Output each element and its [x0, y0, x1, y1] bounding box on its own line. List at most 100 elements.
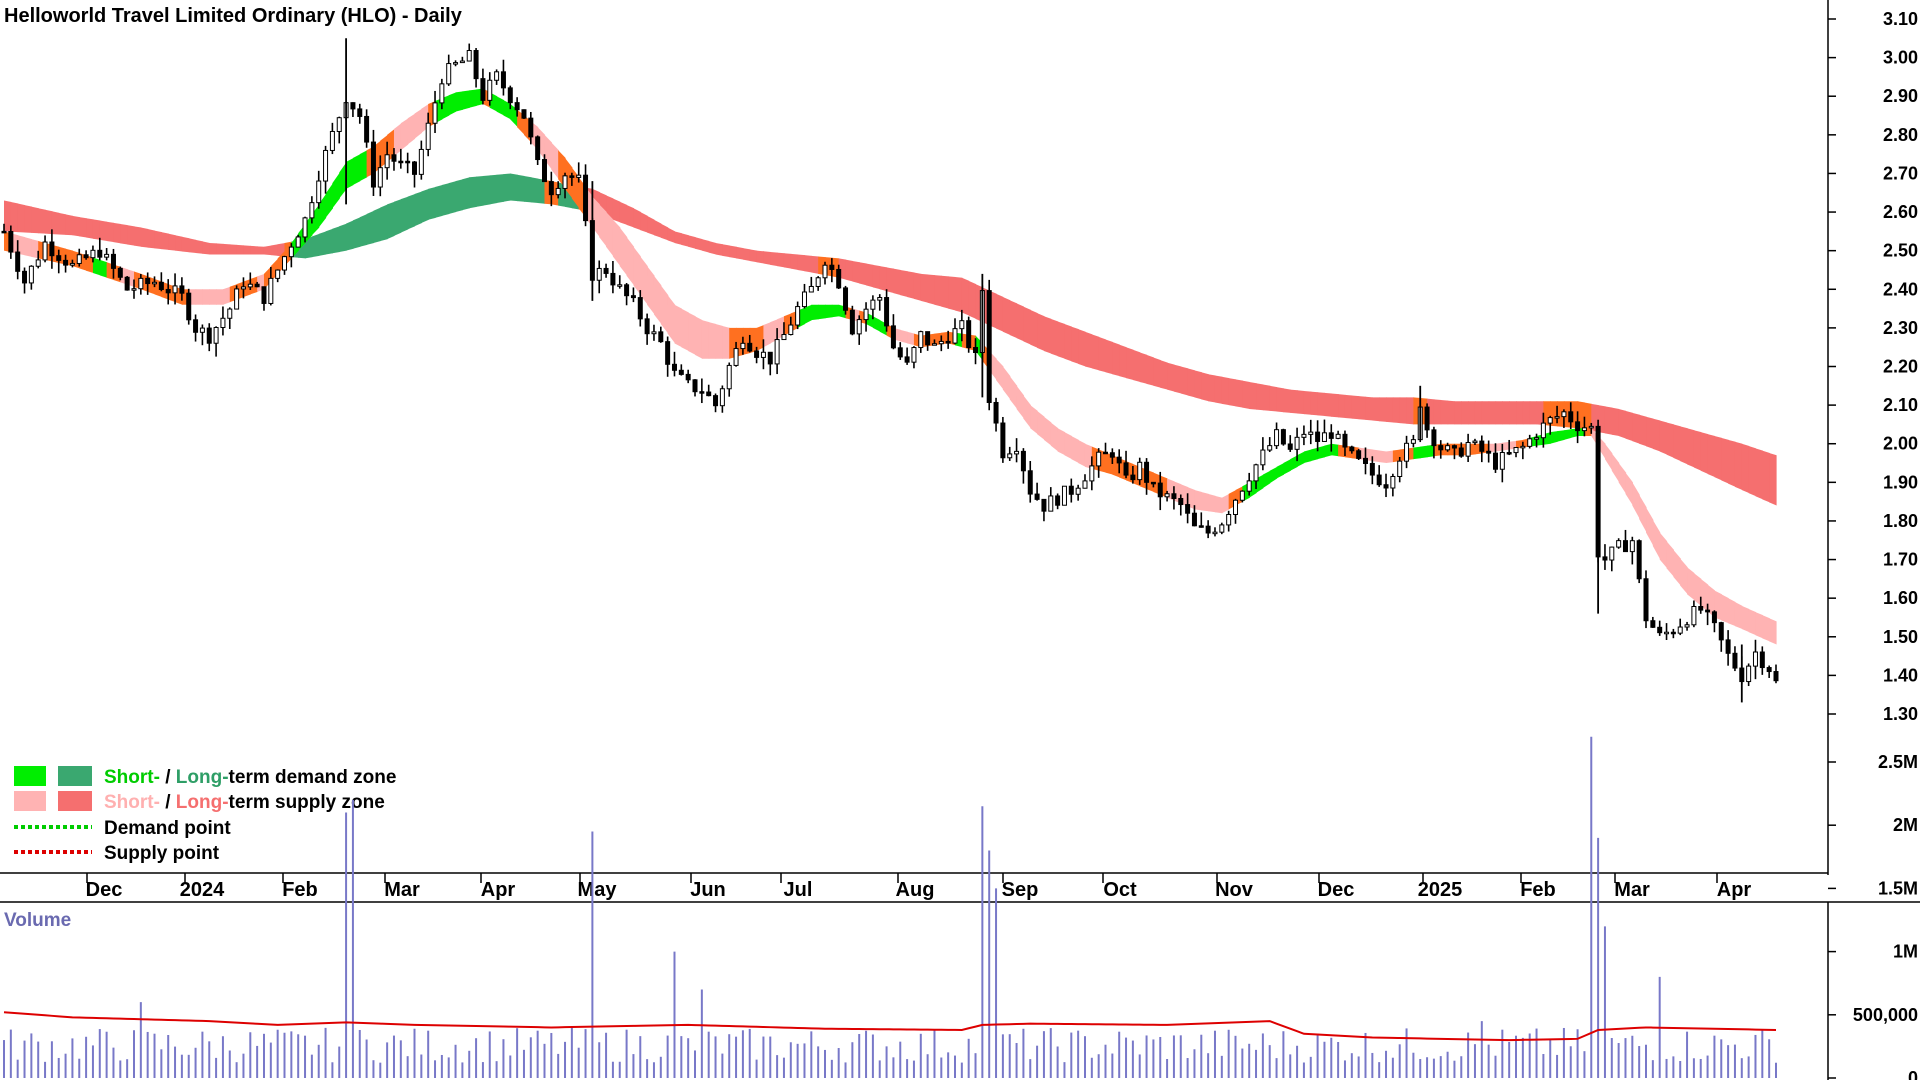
price-bar-body — [1321, 432, 1327, 442]
price-bar-body — [1650, 620, 1656, 628]
price-bar-body — [993, 401, 999, 424]
price-bar-body — [1191, 512, 1197, 527]
zone-segment — [811, 304, 819, 321]
zone-segment — [1386, 397, 1394, 423]
price-bar-body — [391, 154, 397, 162]
zone-segment — [1728, 598, 1736, 627]
price-bar-body — [1301, 433, 1307, 438]
volume-tick-label: 0 — [1908, 1068, 1918, 1080]
zone-segment — [38, 208, 46, 234]
price-bar-body — [884, 297, 890, 327]
zone-segment — [1495, 401, 1503, 425]
zone-segment — [1769, 618, 1777, 645]
legend-demand-suffix: term demand zone — [229, 767, 397, 788]
zone-segment — [517, 174, 525, 202]
zone-segment — [770, 319, 778, 344]
price-bar-body — [1376, 474, 1382, 486]
time-tick-label: May — [578, 879, 618, 901]
price-bar-body — [56, 255, 62, 261]
zone-segment — [1734, 441, 1743, 491]
zone-segment — [777, 252, 785, 268]
zone-segment — [79, 217, 87, 238]
price-bar-body — [966, 320, 972, 349]
zone-segment — [907, 271, 915, 299]
price-bar-body — [1007, 453, 1013, 459]
price-tick-label: 1.40 — [1883, 665, 1918, 685]
zone-segment — [1447, 400, 1456, 425]
price-bar-body — [309, 202, 315, 219]
price-bar-body — [795, 306, 801, 326]
zone-segment — [168, 233, 176, 251]
price-bar-body — [535, 136, 541, 161]
price-bar-body — [500, 71, 506, 89]
zone-segment — [1755, 448, 1763, 500]
price-bar-body — [172, 285, 178, 294]
zone-segment — [1221, 493, 1230, 514]
zone-segment — [1283, 388, 1291, 413]
zone-segment — [1529, 401, 1538, 425]
price-bar-body — [459, 60, 465, 64]
price-bar-body — [1123, 462, 1129, 476]
price-bar-body — [1, 230, 7, 234]
zone-segment — [606, 212, 614, 257]
zone-segment — [482, 175, 491, 206]
price-bar-body — [678, 369, 684, 375]
price-tick-label: 2.20 — [1883, 357, 1918, 377]
zone-segment — [1680, 426, 1688, 465]
price-bar-body — [822, 264, 828, 279]
zone-segment — [1372, 397, 1380, 422]
zone-segment — [1351, 395, 1360, 420]
price-bar-body — [870, 299, 876, 310]
zone-segment — [414, 191, 422, 227]
zone-segment — [1392, 397, 1401, 424]
zone-segment — [551, 142, 559, 180]
price-bar-body — [918, 331, 924, 349]
price-bar-body — [1130, 474, 1136, 481]
price-bar-body — [1732, 652, 1738, 669]
long-term-zone-band — [4, 173, 1777, 506]
price-bar-body — [384, 154, 390, 169]
zone-segment — [1646, 507, 1654, 547]
price-bar-body — [1479, 440, 1485, 452]
zone-segment — [1187, 487, 1196, 510]
zone-segment — [783, 253, 792, 269]
zone-segment — [695, 316, 703, 359]
zone-segment — [1297, 451, 1305, 467]
zone-segment — [1078, 329, 1086, 367]
legend-swatch-short-supply — [14, 791, 46, 811]
price-bar-body — [288, 246, 294, 258]
price-bar-body — [1369, 462, 1375, 476]
zone-segment — [1618, 408, 1627, 439]
legend-demand-short: Short- — [104, 767, 160, 788]
zone-segment — [1440, 399, 1449, 425]
price-bar-body — [487, 79, 493, 101]
price-bar-body — [1315, 431, 1321, 442]
price-bar-body — [1150, 481, 1156, 485]
zone-segment — [653, 219, 662, 238]
price-bar-body — [377, 167, 383, 188]
price-tick-label: 3.00 — [1883, 48, 1918, 68]
zone-segment — [715, 324, 723, 359]
zone-segment — [1303, 390, 1312, 415]
price-bar-body — [158, 281, 164, 290]
price-bar-body — [1410, 439, 1416, 444]
price-bar-body — [1082, 480, 1088, 489]
zone-segment — [1276, 387, 1284, 413]
price-bar-body — [1075, 487, 1081, 495]
price-bar-body — [1575, 421, 1581, 432]
time-tick-label: Oct — [1103, 879, 1137, 901]
zone-segment — [1256, 383, 1264, 411]
zone-segment — [1030, 405, 1038, 435]
zone-segment — [1420, 445, 1428, 459]
price-bar-body — [911, 347, 917, 363]
price-bar-body — [1041, 498, 1047, 512]
price-bar-body — [1274, 429, 1280, 447]
zone-segment — [346, 220, 354, 251]
zone-segment — [1037, 313, 1045, 352]
zone-segment — [1009, 300, 1018, 339]
zone-segment — [17, 235, 26, 256]
zone-segment — [1221, 376, 1230, 406]
price-tick-label: 1.70 — [1883, 550, 1918, 570]
zone-segment — [229, 244, 238, 255]
